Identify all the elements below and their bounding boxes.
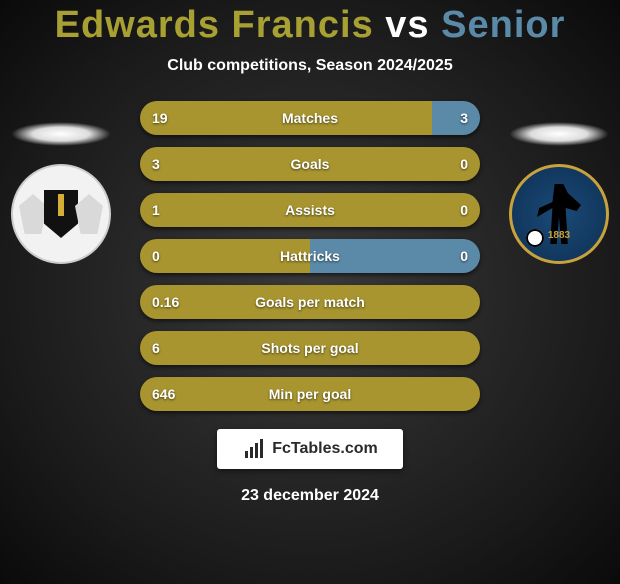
stat-row: 19Matches3 xyxy=(140,101,480,135)
halo-left xyxy=(11,122,111,146)
player1-crest-wrap xyxy=(6,122,116,264)
shield-icon xyxy=(44,190,78,238)
chart-icon xyxy=(242,437,266,461)
stat-value-right: 0 xyxy=(460,193,468,227)
crest-year: 1883 xyxy=(548,230,570,241)
date-text: 23 december 2024 xyxy=(0,487,620,505)
stat-label: Assists xyxy=(140,193,480,227)
stat-label: Matches xyxy=(140,101,480,135)
footer-brand-text: FcTables.com xyxy=(272,440,378,458)
stat-row: 0Hattricks0 xyxy=(140,239,480,273)
player2-crest-wrap: 1883 xyxy=(504,122,614,264)
stat-row: 1Assists0 xyxy=(140,193,480,227)
ball-icon xyxy=(526,229,544,247)
stat-label: Goals xyxy=(140,147,480,181)
stat-label: Shots per goal xyxy=(140,331,480,365)
griffin-right-icon xyxy=(75,194,103,234)
vs-text: vs xyxy=(385,4,429,46)
halo-right xyxy=(509,122,609,146)
footer-brand[interactable]: FcTables.com xyxy=(217,429,403,469)
stat-label: Goals per match xyxy=(140,285,480,319)
page-title: Edwards Francis vs Senior xyxy=(0,4,620,47)
stat-row: 6Shots per goal xyxy=(140,331,480,365)
stats-bars: 19Matches33Goals01Assists00Hattricks00.1… xyxy=(140,101,480,411)
stat-value-right: 3 xyxy=(460,101,468,135)
stat-row: 646Min per goal xyxy=(140,377,480,411)
player2-name: Senior xyxy=(441,4,565,46)
stat-row: 3Goals0 xyxy=(140,147,480,181)
player1-name: Edwards Francis xyxy=(55,4,374,46)
griffin-left-icon xyxy=(19,194,47,234)
stat-value-right: 0 xyxy=(460,239,468,273)
player1-crest xyxy=(11,164,111,264)
stat-value-right: 0 xyxy=(460,147,468,181)
subtitle: Club competitions, Season 2024/2025 xyxy=(0,57,620,75)
stat-label: Min per goal xyxy=(140,377,480,411)
player2-crest: 1883 xyxy=(509,164,609,264)
stat-label: Hattricks xyxy=(140,239,480,273)
stat-row: 0.16Goals per match xyxy=(140,285,480,319)
